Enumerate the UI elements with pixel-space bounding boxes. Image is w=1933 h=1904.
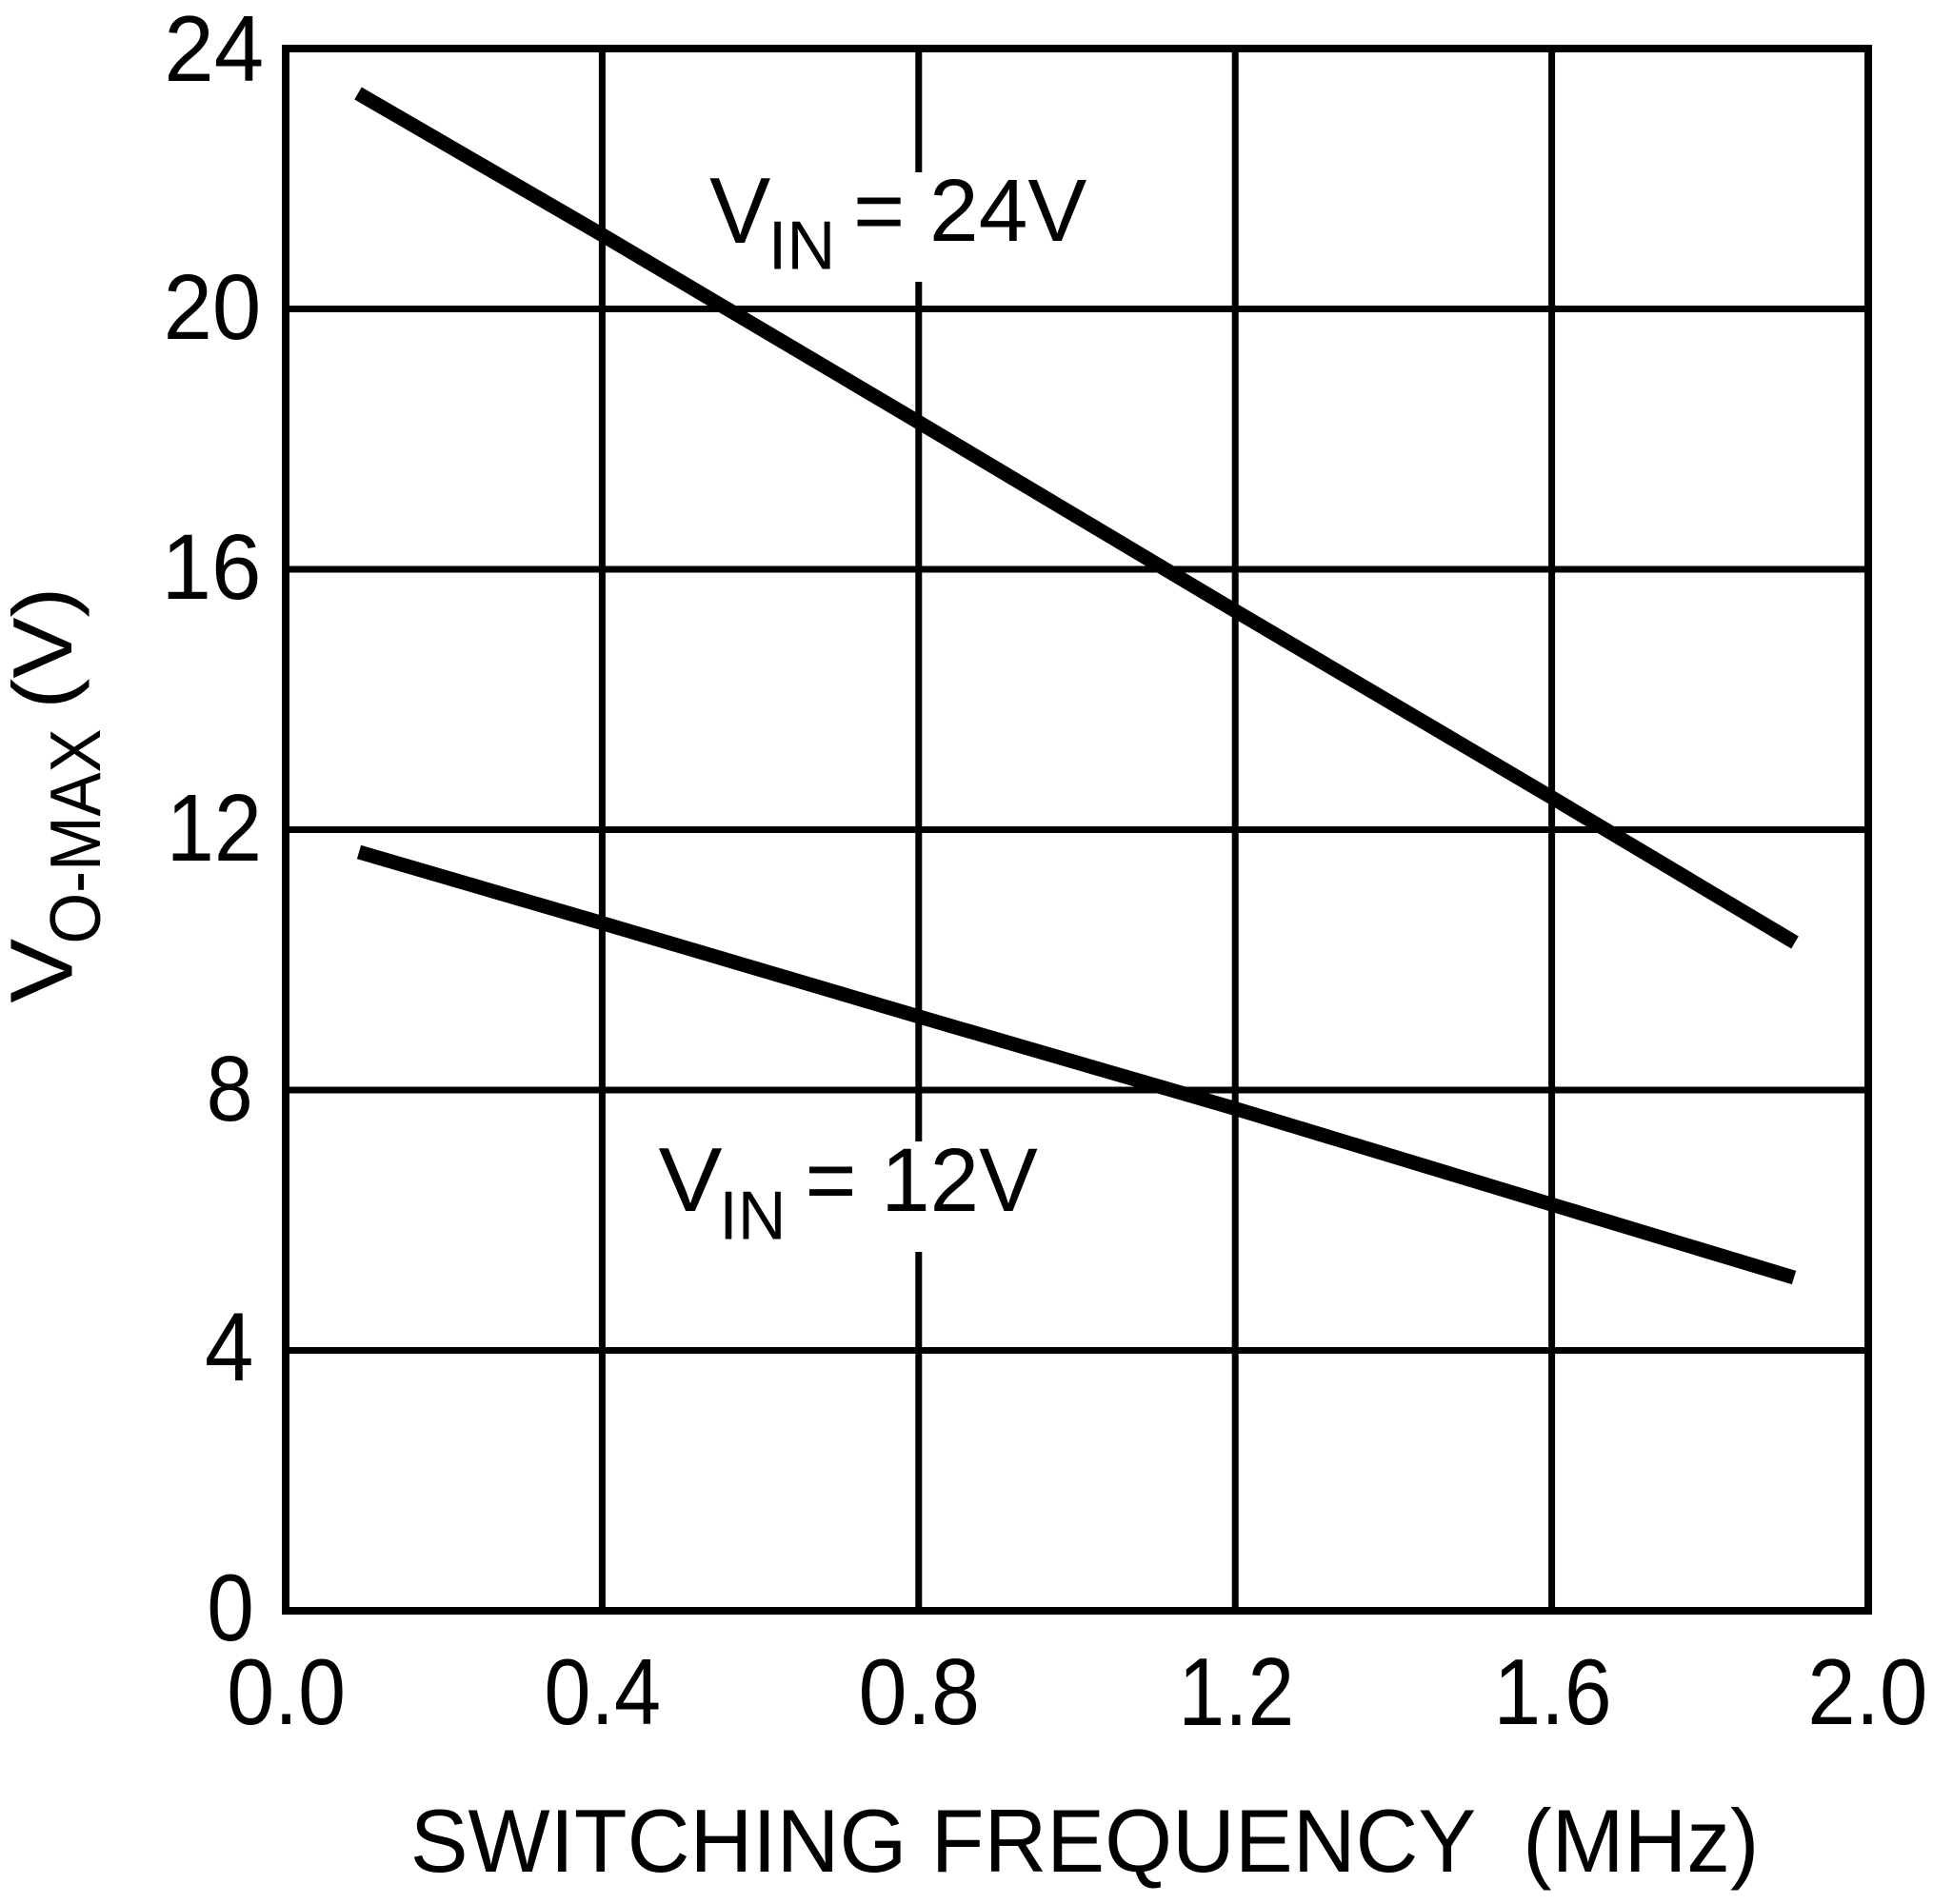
svg-text:= 24V: = 24V [853,161,1086,260]
svg-text:8: 8 [207,1037,253,1140]
svg-text:O-MAX: O-MAX [36,728,115,943]
svg-text:24: 24 [164,0,264,101]
svg-text:IN: IN [768,208,836,285]
svg-text:0.4: 0.4 [544,1640,661,1744]
svg-text:0.8: 0.8 [859,1640,981,1745]
svg-text:V: V [0,939,90,1003]
svg-text:20: 20 [164,256,262,360]
svg-text:16: 16 [162,516,262,620]
svg-text:V: V [659,1128,724,1230]
svg-text:(V): (V) [0,587,90,709]
svg-text:4: 4 [205,1293,253,1401]
svg-text:0.0: 0.0 [227,1639,346,1744]
svg-text:1.6: 1.6 [1494,1639,1612,1744]
svg-text:1.2: 1.2 [1178,1638,1294,1746]
svg-text:= 12V: = 12V [806,1129,1038,1230]
svg-text:0: 0 [207,1556,254,1660]
svg-text:SWITCHING FREQUENCY (MHz): SWITCHING FREQUENCY (MHz) [410,1791,1760,1891]
svg-text:IN: IN [719,1179,786,1255]
svg-text:V: V [709,158,770,263]
svg-text:2.0: 2.0 [1807,1640,1927,1745]
svg-text:12: 12 [167,775,262,882]
